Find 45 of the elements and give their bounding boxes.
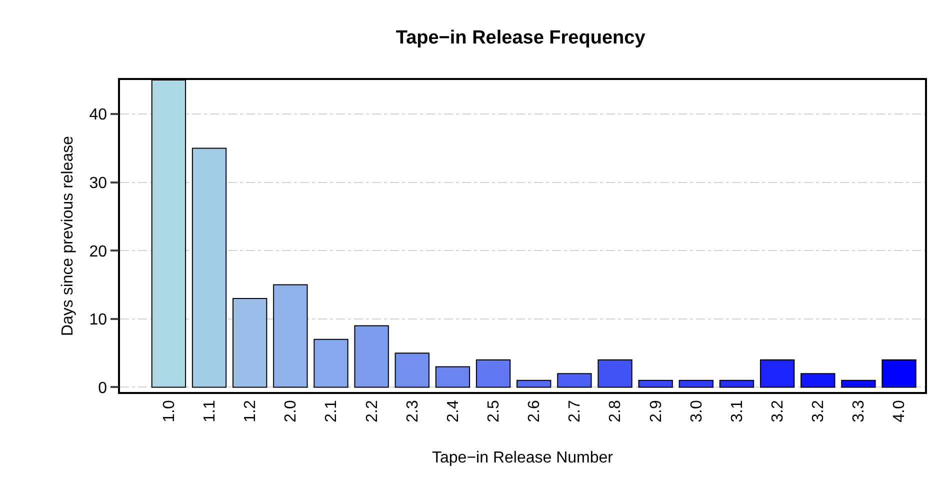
bar bbox=[435, 366, 470, 388]
x-tick-label: 2.6 bbox=[526, 400, 544, 422]
y-tick-label: 30 bbox=[89, 175, 108, 192]
bar bbox=[232, 298, 268, 388]
bar bbox=[841, 380, 876, 388]
y-axis-title: Days since previous release bbox=[60, 136, 77, 336]
bar bbox=[638, 380, 673, 388]
bar bbox=[882, 359, 916, 388]
x-tick-label: 2.2 bbox=[364, 400, 381, 422]
bar bbox=[760, 359, 795, 388]
bar bbox=[557, 373, 592, 388]
bar bbox=[800, 373, 836, 388]
x-axis-title: Tape−in Release Number bbox=[432, 450, 614, 467]
x-tick-label: 2.0 bbox=[282, 400, 300, 422]
x-tick-label: 1.2 bbox=[242, 400, 260, 422]
y-tick-label: 20 bbox=[89, 243, 108, 260]
bar bbox=[192, 148, 227, 388]
bar bbox=[314, 338, 348, 388]
x-tick-label: 2.5 bbox=[485, 400, 502, 422]
y-tick-label: 0 bbox=[98, 380, 108, 397]
x-tick-label: 2.7 bbox=[566, 400, 584, 422]
bar bbox=[354, 325, 389, 388]
x-tick-label: 3.2 bbox=[810, 400, 828, 422]
x-tick-label: 2.8 bbox=[607, 400, 624, 422]
x-tick-label: 2.3 bbox=[404, 400, 422, 422]
x-tick-label: 3.3 bbox=[850, 400, 868, 422]
bar bbox=[476, 359, 511, 388]
bar bbox=[273, 284, 308, 388]
x-tick-label: 3.2 bbox=[770, 400, 787, 422]
y-tick-label: 10 bbox=[89, 312, 108, 329]
x-tick-label: 2.9 bbox=[648, 400, 665, 422]
bar bbox=[719, 380, 754, 388]
x-tick-label: 1.1 bbox=[201, 400, 218, 422]
x-tick-label: 2.1 bbox=[323, 400, 340, 422]
bar bbox=[598, 359, 632, 388]
x-tick-label: 1.0 bbox=[160, 400, 178, 422]
x-tick-label: 3.0 bbox=[688, 400, 706, 422]
y-tick-label: 40 bbox=[89, 106, 108, 124]
bar bbox=[394, 352, 430, 388]
x-tick-label: 3.1 bbox=[728, 400, 746, 422]
bar bbox=[678, 380, 714, 388]
x-tick-label: 4.0 bbox=[891, 400, 908, 422]
chart-title: Tape−in Release Frequency bbox=[396, 28, 646, 49]
x-tick-label: 2.4 bbox=[444, 400, 462, 422]
bar bbox=[516, 380, 552, 388]
